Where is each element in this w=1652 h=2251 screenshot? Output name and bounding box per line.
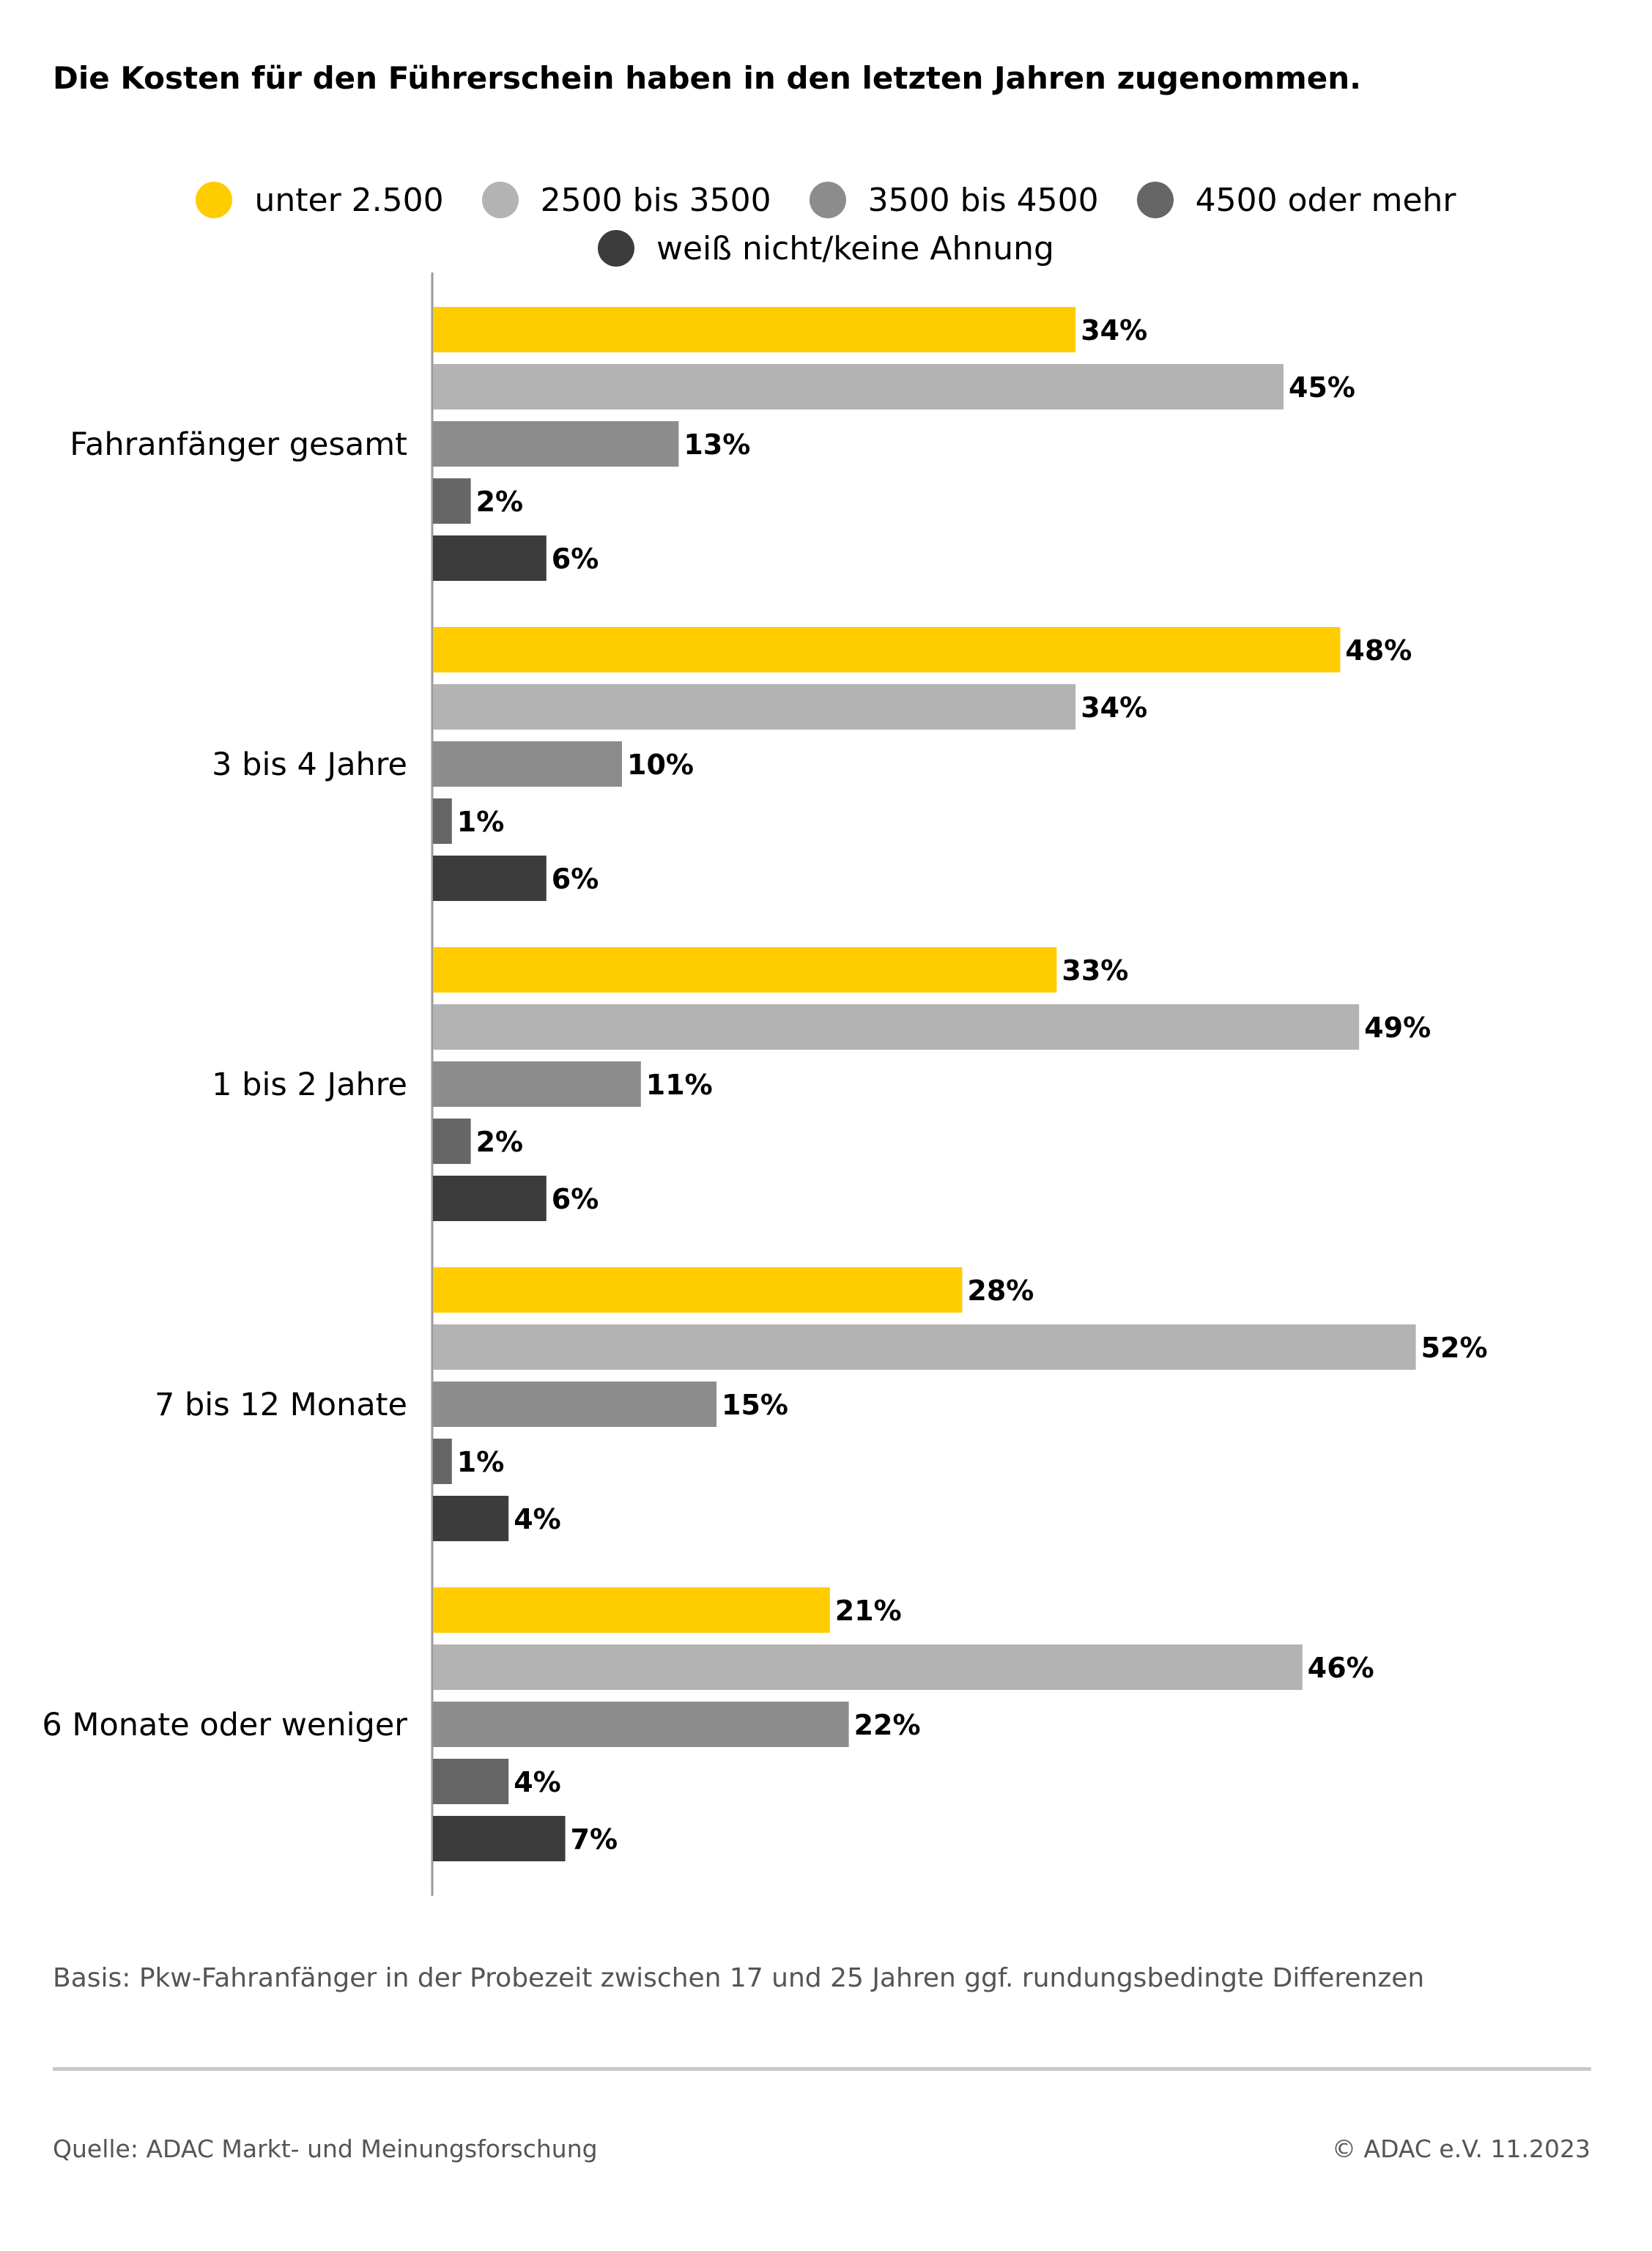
data-label-7-bis-12-monate-weiss-nicht-keine-ahnung: 4%	[514, 1503, 561, 1535]
legend-item-3500-bis-4500: 3500 bis 4500	[809, 181, 1099, 219]
footer-divider	[53, 2067, 1591, 2071]
legend: unter 2.500 2500 bis 3500 3500 bis 4500 …	[0, 176, 1652, 272]
bar-1-bis-2-jahre-unter-2-500	[433, 947, 1057, 993]
bar-7-bis-12-monate-weiss-nicht-keine-ahnung	[433, 1496, 509, 1541]
data-label-fahranfaenger-gesamt-4500-oder-mehr: 2%	[476, 486, 524, 518]
data-label-6-monate-oder-weniger-weiss-nicht-keine-ahnung: 7%	[571, 1823, 618, 1855]
data-label-1-bis-2-jahre-2500-bis-3500: 49%	[1364, 1012, 1431, 1044]
source-text: Quelle: ADAC Markt- und Meinungsforschun…	[53, 2135, 598, 2163]
category-label-6-monate-oder-weniger: 6 Monate oder weniger	[42, 1707, 407, 1743]
data-label-3-bis-4-jahre-unter-2-500: 48%	[1345, 634, 1412, 667]
bar-fahranfaenger-gesamt-2500-bis-3500	[433, 364, 1284, 409]
legend-row-1: unter 2.500 2500 bis 3500 3500 bis 4500 …	[0, 176, 1652, 224]
category-label-fahranfaenger-gesamt: Fahranfänger gesamt	[70, 426, 407, 463]
legend-item-2500-bis-3500: 2500 bis 3500	[481, 181, 771, 219]
bar-fahranfaenger-gesamt-unter-2-500	[433, 307, 1076, 352]
bar-1-bis-2-jahre-4500-oder-mehr	[433, 1119, 471, 1164]
bar-chart: Fahranfänger gesamt 34% 45% 13% 2% 6% 3 bis 4 …	[42, 272, 1488, 1896]
bar-1-bis-2-jahre-3500-bis-4500	[433, 1061, 641, 1107]
bar-7-bis-12-monate-2500-bis-3500	[433, 1324, 1416, 1370]
legend-label-4500-oder-mehr: 4500 oder mehr	[1195, 181, 1456, 219]
legend-label-unter-2500: unter 2.500	[254, 181, 444, 219]
bar-7-bis-12-monate-3500-bis-4500	[433, 1382, 716, 1427]
legend-swatch-3500-bis-4500	[809, 182, 846, 218]
data-label-7-bis-12-monate-unter-2-500: 28%	[967, 1275, 1034, 1307]
data-label-3-bis-4-jahre-3500-bis-4500: 10%	[627, 749, 694, 781]
legend-item-4500-oder-mehr: 4500 oder mehr	[1136, 181, 1456, 219]
legend-swatch-weiss-nicht	[598, 230, 634, 267]
bar-fahranfaenger-gesamt-3500-bis-4500	[433, 421, 679, 467]
data-label-fahranfaenger-gesamt-3500-bis-4500: 13%	[684, 429, 750, 461]
bar-6-monate-oder-weniger-unter-2-500	[433, 1587, 830, 1633]
data-label-3-bis-4-jahre-4500-oder-mehr: 1%	[457, 806, 505, 838]
data-label-1-bis-2-jahre-4500-oder-mehr: 2%	[476, 1126, 524, 1158]
data-label-7-bis-12-monate-2500-bis-3500: 52%	[1421, 1332, 1488, 1364]
legend-item-unter-2500: unter 2.500	[196, 181, 444, 219]
legend-label-weiss-nicht: weiß nicht/keine Ahnung	[656, 229, 1054, 267]
legend-item-weiss-nicht: weiß nicht/keine Ahnung	[598, 230, 1054, 267]
bar-7-bis-12-monate-4500-oder-mehr	[433, 1439, 452, 1484]
data-label-7-bis-12-monate-4500-oder-mehr: 1%	[457, 1446, 505, 1478]
category-label-7-bis-12-monate: 7 bis 12 Monate	[155, 1387, 407, 1423]
bar-6-monate-oder-weniger-3500-bis-4500	[433, 1702, 849, 1747]
copyright-text: © ADAC e.V. 11.2023	[1332, 2135, 1590, 2163]
data-label-6-monate-oder-weniger-2500-bis-3500: 46%	[1308, 1652, 1374, 1684]
bar-3-bis-4-jahre-weiss-nicht-keine-ahnung	[433, 856, 547, 901]
bar-6-monate-oder-weniger-weiss-nicht-keine-ahnung	[433, 1816, 566, 1861]
bar-7-bis-12-monate-unter-2-500	[433, 1267, 963, 1313]
bar-3-bis-4-jahre-4500-oder-mehr	[433, 798, 452, 844]
bar-6-monate-oder-weniger-4500-oder-mehr	[433, 1759, 509, 1804]
footnote: Basis: Pkw-Fahranfänger in der Probezeit…	[53, 1963, 1425, 1993]
data-label-1-bis-2-jahre-3500-bis-4500: 11%	[646, 1069, 713, 1101]
legend-swatch-4500-oder-mehr	[1136, 182, 1174, 218]
bar-fahranfaenger-gesamt-weiss-nicht-keine-ahnung	[433, 535, 547, 581]
chart-title: Die Kosten für den Führerschein haben in…	[53, 60, 1362, 96]
data-label-6-monate-oder-weniger-4500-oder-mehr: 4%	[514, 1766, 561, 1798]
legend-label-2500-bis-3500: 2500 bis 3500	[540, 181, 771, 219]
legend-row-2: weiß nicht/keine Ahnung	[0, 224, 1652, 272]
category-label-3-bis-4-jahre: 3 bis 4 Jahre	[212, 746, 407, 783]
data-label-7-bis-12-monate-3500-bis-4500: 15%	[722, 1389, 788, 1421]
bar-1-bis-2-jahre-weiss-nicht-keine-ahnung	[433, 1176, 547, 1221]
bar-3-bis-4-jahre-2500-bis-3500	[433, 684, 1076, 730]
bar-3-bis-4-jahre-unter-2-500	[433, 627, 1341, 672]
data-label-1-bis-2-jahre-weiss-nicht-keine-ahnung: 6%	[552, 1183, 599, 1215]
data-label-fahranfaenger-gesamt-unter-2-500: 34%	[1081, 314, 1147, 346]
data-label-fahranfaenger-gesamt-2500-bis-3500: 45%	[1289, 371, 1355, 404]
legend-label-3500-bis-4500: 3500 bis 4500	[867, 181, 1099, 219]
legend-swatch-unter-2500	[196, 182, 233, 218]
bar-3-bis-4-jahre-3500-bis-4500	[433, 741, 622, 787]
legend-swatch-2500-bis-3500	[481, 182, 519, 218]
data-label-1-bis-2-jahre-unter-2-500: 33%	[1062, 954, 1128, 987]
bar-1-bis-2-jahre-2500-bis-3500	[433, 1004, 1360, 1050]
category-label-1-bis-2-jahre: 1 bis 2 Jahre	[212, 1067, 407, 1103]
data-label-3-bis-4-jahre-weiss-nicht-keine-ahnung: 6%	[552, 863, 599, 895]
bar-fahranfaenger-gesamt-4500-oder-mehr	[433, 478, 471, 524]
data-label-fahranfaenger-gesamt-weiss-nicht-keine-ahnung: 6%	[552, 543, 599, 575]
data-label-3-bis-4-jahre-2500-bis-3500: 34%	[1081, 691, 1147, 724]
data-label-6-monate-oder-weniger-unter-2-500: 21%	[835, 1595, 902, 1627]
bar-6-monate-oder-weniger-2500-bis-3500	[433, 1644, 1303, 1690]
data-label-6-monate-oder-weniger-3500-bis-4500: 22%	[854, 1709, 921, 1741]
